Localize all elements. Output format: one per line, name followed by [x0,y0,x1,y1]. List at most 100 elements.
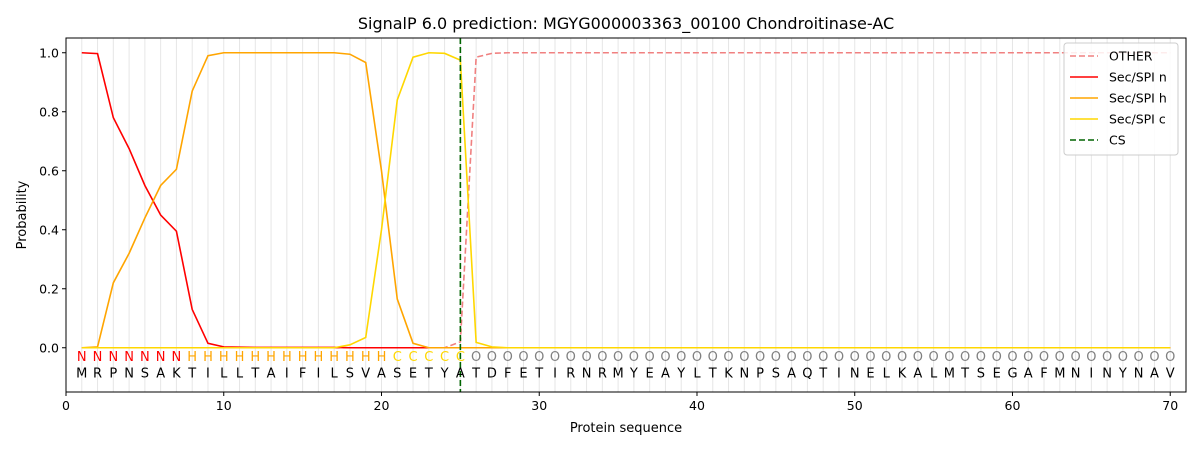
residue-label: E [519,366,527,381]
region-label: O [534,350,544,365]
residue-label: S [346,366,354,381]
region-label: O [550,350,560,365]
y-tick-label: 0.0 [39,340,59,355]
residue-label: G [1007,366,1017,381]
x-axis-ticks: 0 10 20 30 40 50 60 70 [62,392,1178,413]
region-label: H [250,350,260,365]
region-label: N [77,350,87,365]
region-label: C [456,350,465,365]
region-label: O [692,350,702,365]
residue-label: I [206,366,210,381]
y-tick-label: 0.4 [39,222,59,237]
residue-label: R [598,366,607,381]
region-label: O [471,350,481,365]
residue-label: K [724,366,733,381]
y-tick-label: 1.0 [39,45,59,60]
residue-label: A [267,366,276,381]
region-label: O [960,350,970,365]
legend-label: Sec/SPI c [1109,112,1166,127]
residue-label: A [1150,366,1159,381]
residue-label: T [818,366,827,381]
residue-label: A [787,366,796,381]
residue-label: A [377,366,386,381]
legend-label: OTHER [1109,49,1153,64]
region-label: O [518,350,528,365]
region-label: O [1055,350,1065,365]
region-label: N [140,350,150,365]
residue-label: N [739,366,749,381]
y-tick-label: 0.2 [39,281,59,296]
residue-label: T [250,366,259,381]
residue-label: L [930,366,938,381]
residue-label: M [613,366,624,381]
residue-label: N [124,366,134,381]
residue-label: N [850,366,860,381]
region-label: N [156,350,166,365]
region-label: O [976,350,986,365]
x-tick-label: 50 [847,398,863,413]
region-label: O [503,350,513,365]
series-lines [81,51,1171,349]
series-line-4 [81,51,1171,349]
residue-label: E [993,366,1001,381]
y-axis-ticks: 0.0 0.2 0.4 0.6 0.8 1.0 [39,45,66,355]
grid-lines [81,38,1171,392]
region-label: O [1165,350,1175,365]
residue-label: L [236,366,244,381]
y-tick-label: 0.6 [39,163,59,178]
region-label: H [266,350,276,365]
region-label: O [865,350,875,365]
residue-label: Y [1118,366,1127,381]
residue-label: M [944,366,955,381]
residue-label: S [141,366,149,381]
residue-label: V [1166,366,1175,381]
region-label: O [850,350,860,365]
region-label: O [597,350,607,365]
residue-label: S [393,366,401,381]
residue-label: F [1040,366,1047,381]
plot-frame [65,37,1187,393]
legend: OTHER Sec/SPI n Sec/SPI h Sec/SPI c CS [1063,42,1179,156]
residue-label: Y [440,366,449,381]
residue-label: L [693,366,701,381]
residue-label: I [285,366,289,381]
region-label: O [755,350,765,365]
region-label: O [676,350,686,365]
residue-label: Q [802,366,812,381]
residue-label: M [1054,366,1065,381]
region-label: O [928,350,938,365]
x-tick-label: 70 [1162,398,1178,413]
region-label: C [424,350,433,365]
region-label: H [235,350,245,365]
region-label: O [771,350,781,365]
region-label: O [1039,350,1049,365]
region-label: N [93,350,103,365]
region-label: C [440,350,449,365]
region-label: O [739,350,749,365]
residue-label: N [582,366,592,381]
series-line-3 [81,51,1171,349]
residue-label: F [299,366,306,381]
x-tick-label: 0 [62,398,70,413]
residue-label: T [708,366,717,381]
residue-label: T [471,366,480,381]
x-tick-label: 30 [531,398,547,413]
residue-label: A [456,366,465,381]
residue-label: K [172,366,181,381]
region-label: O [1086,350,1096,365]
region-label: H [329,350,339,365]
residue-label: S [977,366,985,381]
region-label: O [1118,350,1128,365]
region-label: O [645,350,655,365]
residue-label: S [772,366,780,381]
region-label: O [1134,350,1144,365]
residue-label: E [646,366,654,381]
residue-label: D [487,366,497,381]
residue-label: I [316,366,320,381]
x-tick-label: 10 [216,398,232,413]
region-label: O [1023,350,1033,365]
region-label: H [314,350,324,365]
residue-label: E [409,366,417,381]
